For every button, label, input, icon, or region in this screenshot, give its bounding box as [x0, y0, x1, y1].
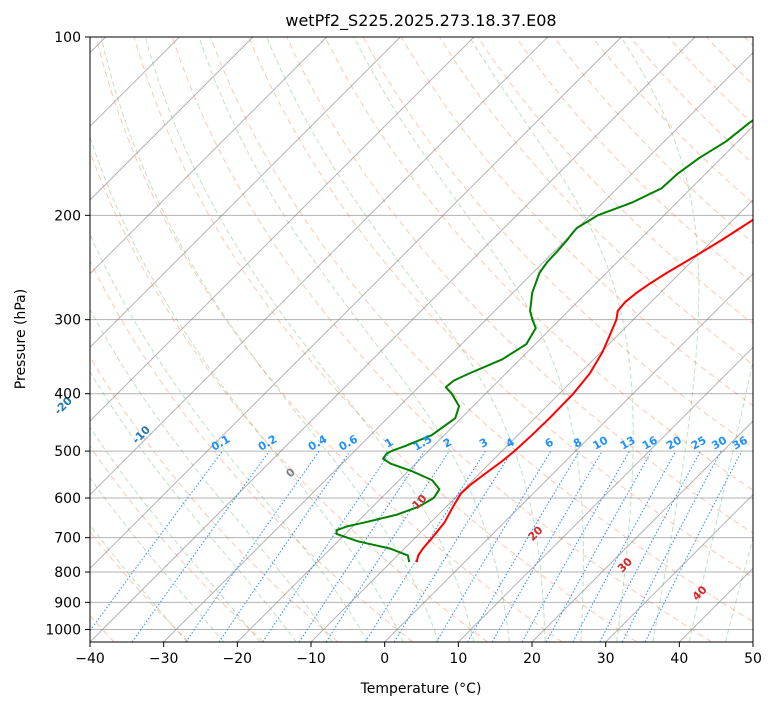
y-tick-label: 600: [54, 491, 81, 507]
dry-adiabat-line: [90, 445, 264, 642]
moist-adiabat-line: [469, 37, 634, 642]
mixing-ratio-line: [364, 450, 486, 642]
moist-adiabats: [90, 37, 753, 642]
mixing-ratio-line: [545, 450, 653, 642]
mixing-ratio-line: [621, 450, 722, 642]
mixing-ratio-line: [644, 450, 743, 642]
y-tick-label: 500: [54, 444, 81, 460]
mixing-ratio-line: [435, 450, 552, 642]
x-tick-label: 20: [523, 651, 541, 667]
temperature-profile-line: [415, 218, 753, 563]
mixing-ratio-line: [131, 450, 270, 642]
dry-adiabat-line: [133, 37, 638, 642]
y-tick-label: 400: [54, 387, 81, 403]
isotherm-line: [531, 420, 753, 642]
y-axis-label: Pressure (hPa): [13, 289, 29, 389]
skewed-isotherms: [90, 37, 753, 642]
isotherm-line: [384, 272, 753, 642]
isotherm-line: [163, 51, 753, 642]
plot-frame: [89, 36, 754, 643]
dry-adiabat-line: [286, 37, 753, 534]
mixing-ratio-line: [572, 450, 677, 642]
moist-adiabat-line: [90, 308, 333, 642]
dry-adiabats: [90, 37, 753, 642]
chart-title: wetPf2_S225.2025.273.18.37.E08: [285, 11, 556, 31]
moist-adiabat-line: [620, 37, 700, 642]
moist-adiabat-line: [266, 37, 546, 642]
mixing-ratio-line: [298, 450, 425, 642]
x-tick-label: −30: [149, 651, 179, 667]
isotherm-line: [90, 37, 622, 570]
mixing-ratio-line: [599, 450, 701, 642]
isotherm-line: [90, 37, 328, 275]
mixing-ratio-line: [521, 450, 630, 642]
mixing-ratio-line: [185, 450, 320, 642]
isotherm-line: [90, 37, 254, 201]
moist-adiabat-line: [90, 233, 369, 642]
dry-adiabat-line: [95, 37, 563, 642]
dry-adiabat-line: [90, 259, 414, 642]
isotherm-line: [90, 37, 475, 422]
y-ticks: 100 200 300 400 500 600 700 800 900 1000: [45, 30, 90, 638]
y-tick-label: 100: [54, 30, 81, 46]
isotherm-line: [90, 37, 549, 496]
moist-adiabat-line: [144, 37, 475, 642]
x-ticks: −40 −30 −20 −10 0 10 20 30 40 50: [75, 642, 762, 667]
dewpoint-profile-line: [335, 119, 753, 563]
x-tick-label: −20: [223, 651, 253, 667]
dry-adiabat-line: [515, 37, 753, 284]
plot-area: [90, 37, 753, 642]
mixing-ratio-line: [325, 450, 450, 642]
x-tick-label: 0: [380, 651, 389, 667]
x-tick-label: 30: [597, 651, 615, 667]
dry-adiabat-line: [210, 37, 753, 623]
y-tick-label: 300: [54, 313, 81, 329]
dry-adiabat-line: [171, 37, 712, 642]
y-tick-label: 900: [54, 595, 81, 611]
moist-adiabat-line: [688, 358, 753, 642]
profile-series: [335, 119, 753, 563]
x-tick-label: −40: [75, 651, 105, 667]
dry-adiabat-line: [324, 37, 753, 491]
isobars: [90, 37, 753, 630]
x-tick-label: 40: [670, 651, 688, 667]
moist-adiabat-line: [353, 37, 584, 642]
mixing-ratio-line: [218, 450, 351, 642]
isotherm-line: [90, 37, 401, 349]
x-tick-label: 10: [449, 651, 467, 667]
dry-adiabat-line: [248, 37, 753, 578]
mixing-ratio-line: [262, 450, 392, 642]
y-tick-label: 700: [54, 531, 81, 547]
y-tick-label: 200: [54, 208, 81, 224]
moist-adiabat-line: [100, 37, 439, 642]
moist-adiabat-line: [90, 135, 404, 642]
x-axis-label: Temperature (°C): [360, 681, 482, 697]
isotherm-line: [90, 37, 696, 642]
mixing-ratio-line: [90, 450, 223, 632]
moist-adiabat-line: [90, 476, 225, 642]
mixing-ratio-lines: [90, 450, 743, 642]
y-tick-label: 800: [54, 565, 81, 581]
isotherm-line: [310, 199, 753, 642]
y-tick-label: 1000: [45, 622, 81, 638]
isotherm-line: [236, 125, 753, 642]
isotherm-line: [605, 493, 753, 642]
moist-adiabat-line: [90, 426, 261, 642]
moist-adiabat-line: [725, 536, 753, 642]
x-tick-label: −10: [296, 651, 326, 667]
x-tick-label: 50: [744, 651, 762, 667]
isotherm-line: [457, 346, 753, 642]
mixing-ratio-line: [393, 450, 513, 642]
